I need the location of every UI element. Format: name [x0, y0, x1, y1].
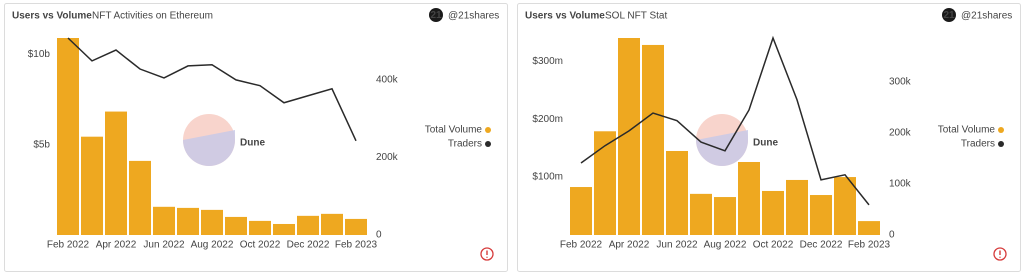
bar — [273, 223, 295, 235]
bar — [345, 218, 367, 235]
bar — [738, 161, 760, 235]
y-tick-label: $5b — [33, 139, 50, 150]
x-tick-label: Dec 2022 — [800, 240, 843, 251]
bar — [666, 150, 688, 235]
legend-swatch — [485, 127, 491, 133]
y2-tick-label: 200k — [376, 152, 399, 163]
y-tick-label: $200m — [532, 114, 563, 125]
alert-icon — [480, 247, 494, 261]
bar — [81, 136, 103, 235]
chart-panel: Users vs Volume NFT Activities on Ethereu… — [4, 3, 508, 272]
bar — [834, 177, 856, 235]
bar — [618, 38, 640, 235]
logo-text: 21 — [943, 10, 955, 21]
x-tick-label: Feb 2023 — [848, 240, 891, 251]
legend-label: Traders — [448, 139, 482, 150]
x-tick-label: Feb 2022 — [47, 240, 90, 251]
alert-icon — [993, 247, 1007, 261]
bar — [570, 187, 592, 235]
y-tick-label: $300m — [532, 56, 563, 67]
legend-swatch — [998, 127, 1004, 133]
watermark: Dune — [240, 138, 265, 149]
bar — [57, 38, 79, 235]
y-tick-label: $10b — [28, 49, 51, 60]
legend-label: Total Volume — [938, 125, 996, 136]
bar — [786, 179, 808, 235]
x-tick-label: Apr 2022 — [96, 240, 137, 251]
watermark: Dune — [753, 138, 778, 149]
x-tick-label: Oct 2022 — [753, 240, 794, 251]
bar — [321, 213, 343, 235]
chart-panel: Users vs Volume SOL NFT Stat 21 @21shares Du… — [517, 3, 1021, 272]
y2-tick-label: 300k — [889, 77, 912, 88]
line — [67, 37, 357, 142]
y2-tick-label: 200k — [889, 128, 912, 139]
bar — [810, 195, 832, 235]
bar — [177, 207, 199, 235]
bar — [129, 160, 151, 235]
y2-tick-label: 100k — [889, 179, 912, 190]
line — [580, 35, 870, 206]
legend-label: Traders — [961, 139, 995, 150]
legend-label: Total Volume — [425, 125, 483, 136]
y2-tick-label: 0 — [376, 230, 382, 241]
bar — [594, 131, 616, 235]
chart-subtitle: SOL NFT Stat — [605, 11, 667, 22]
chart-title: Users vs Volume — [12, 11, 92, 22]
bar — [201, 209, 223, 235]
bar — [249, 220, 271, 235]
chart-subtitle: NFT Activities on Ethereum — [92, 11, 213, 22]
x-tick-label: Oct 2022 — [240, 240, 281, 251]
bar — [297, 215, 319, 235]
x-tick-label: Feb 2023 — [335, 240, 378, 251]
chart-title: Users vs Volume — [525, 11, 605, 22]
source-label: @21shares — [448, 11, 499, 22]
x-tick-label: Dec 2022 — [287, 240, 330, 251]
bar — [153, 206, 175, 235]
y-tick-label: $100m — [532, 172, 563, 183]
logo-badge — [429, 8, 443, 22]
x-tick-label: Jun 2022 — [656, 240, 698, 251]
x-tick-label: Aug 2022 — [704, 240, 747, 251]
y2-tick-label: 400k — [376, 75, 399, 86]
legend-swatch — [998, 141, 1004, 147]
bar — [762, 190, 784, 235]
y2-tick-label: 0 — [889, 230, 895, 241]
watermark-logo-lower — [183, 130, 235, 166]
bar — [858, 221, 880, 235]
x-tick-label: Feb 2022 — [560, 240, 603, 251]
bar — [714, 197, 736, 235]
legend-swatch — [485, 141, 491, 147]
bar — [225, 216, 247, 235]
logo-text: 21 — [430, 10, 442, 21]
x-tick-label: Apr 2022 — [609, 240, 650, 251]
bar — [690, 193, 712, 235]
bar — [642, 44, 664, 235]
source-label: @21shares — [961, 11, 1012, 22]
bar — [105, 111, 127, 235]
x-tick-label: Aug 2022 — [191, 240, 234, 251]
logo-badge — [942, 8, 956, 22]
x-tick-label: Jun 2022 — [143, 240, 185, 251]
watermark-logo-lower — [696, 130, 748, 166]
